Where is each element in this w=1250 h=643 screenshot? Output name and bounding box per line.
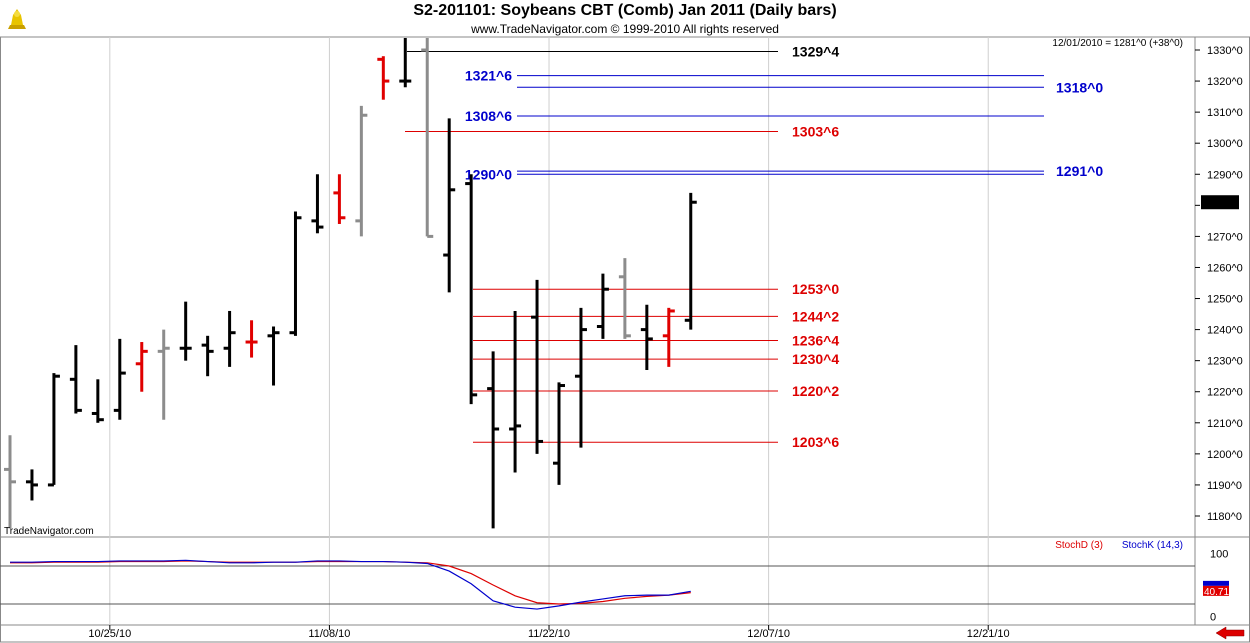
level-label: 1253^0 bbox=[792, 281, 839, 297]
price-tick-label: 1190^0 bbox=[1207, 480, 1242, 492]
level-lines: 1329^4 1321^6 1318^0 1308^6 1303^6 1291^0 1290… bbox=[405, 44, 1103, 450]
price-tick-label: 1300^0 bbox=[1207, 138, 1243, 150]
price-tick-label: 1330^0 bbox=[1207, 45, 1243, 57]
price-tick-label: 1290^0 bbox=[1207, 169, 1243, 181]
level-label: 1329^4 bbox=[792, 44, 839, 60]
stoch-readout-k-box bbox=[1203, 580, 1229, 586]
ohlc-bar[interactable] bbox=[157, 329, 170, 420]
stochk-legend: StochK (14,3) bbox=[1122, 540, 1183, 551]
stochd-legend: StochD (3) bbox=[1055, 540, 1103, 551]
stochd-line bbox=[10, 560, 691, 605]
level-label: 1236^4 bbox=[792, 332, 839, 348]
date-tick-label: 11/22/10 bbox=[528, 628, 570, 640]
price-tick-label: 1220^0 bbox=[1207, 387, 1243, 399]
ohlc-bar[interactable] bbox=[267, 326, 280, 386]
level-label: 1220^2 bbox=[792, 383, 839, 399]
stochk-line bbox=[10, 559, 691, 610]
date-tick-label: 12/21/10 bbox=[967, 628, 1010, 640]
price-tick-label: 1200^0 bbox=[1207, 449, 1243, 461]
ohlc-bar[interactable] bbox=[487, 351, 500, 529]
ohlc-bar[interactable] bbox=[596, 273, 609, 339]
level-label: 1230^4 bbox=[792, 351, 839, 367]
date-axis: 10/25/10 11/08/10 11/22/10 12/07/10 12/21/10 bbox=[88, 625, 1010, 640]
level-label: 1308^6 bbox=[465, 108, 512, 124]
level-label: 1303^6 bbox=[792, 124, 839, 140]
ohlc-bar[interactable] bbox=[245, 320, 258, 358]
ohlc-bar[interactable] bbox=[135, 342, 148, 392]
stoch-tick-label: 0 bbox=[1210, 612, 1216, 624]
price-tick-label: 1270^0 bbox=[1207, 231, 1243, 243]
ohlc-bar[interactable] bbox=[4, 435, 16, 529]
ohlc-bar[interactable] bbox=[618, 258, 631, 339]
date-tick-label: 12/07/10 bbox=[747, 628, 790, 640]
ohlc-bar[interactable] bbox=[640, 304, 653, 370]
ohlc-bar[interactable] bbox=[91, 379, 104, 423]
ohlc-bar[interactable] bbox=[399, 38, 412, 88]
chart-subtitle: www.TradeNavigator.com © 1999-2010 All r… bbox=[471, 22, 779, 36]
ohlc-bar[interactable] bbox=[553, 382, 565, 485]
date-tick-label: 11/08/10 bbox=[308, 628, 350, 640]
price-tick-label: 1250^0 bbox=[1207, 294, 1243, 306]
date-tick-label: 10/25/10 bbox=[88, 628, 131, 640]
ohlc-bar[interactable] bbox=[421, 38, 434, 238]
ohlc-bar[interactable] bbox=[201, 335, 214, 377]
price-tick-label: 1310^0 bbox=[1207, 107, 1243, 119]
ohlc-bar[interactable] bbox=[509, 310, 522, 473]
ohlc-bar[interactable] bbox=[355, 105, 368, 237]
ohlc-bar[interactable] bbox=[377, 56, 390, 100]
level-label: 1244^2 bbox=[792, 308, 839, 324]
level-label: 1321^6 bbox=[465, 68, 512, 84]
price-bars[interactable] bbox=[4, 38, 697, 529]
ohlc-bar[interactable] bbox=[531, 279, 544, 454]
level-label: 1318^0 bbox=[1056, 79, 1103, 95]
watermark-text: TradeNavigator.com bbox=[4, 526, 94, 537]
last-price-label: 1281^0 bbox=[1203, 197, 1239, 209]
last-price-box bbox=[1201, 195, 1239, 210]
ohlc-bar[interactable] bbox=[223, 310, 236, 367]
level-label: 1291^0 bbox=[1056, 163, 1103, 179]
ohlc-bar[interactable] bbox=[662, 307, 675, 367]
ohlc-bar[interactable] bbox=[179, 301, 192, 361]
price-tick-label: 1320^0 bbox=[1207, 76, 1243, 88]
trade-navigator-logo bbox=[4, 3, 30, 40]
price-axis: 1180^0 1190^0 1200^0 1210^0 1220^0 1230^0 1240… bbox=[1195, 45, 1243, 523]
price-tick-label: 1230^0 bbox=[1207, 356, 1243, 368]
scroll-left-arrow-icon[interactable] bbox=[1213, 626, 1247, 641]
ohlc-bar[interactable] bbox=[574, 307, 587, 448]
level-label: 1290^0 bbox=[465, 166, 512, 182]
grid-lines bbox=[0, 37, 1195, 625]
ohlc-bar[interactable] bbox=[47, 373, 60, 487]
stoch-readout-label: 40.71 bbox=[1204, 587, 1229, 598]
price-tick-label: 1240^0 bbox=[1207, 325, 1243, 337]
price-tick-label: 1210^0 bbox=[1207, 418, 1243, 430]
ohlc-bar[interactable] bbox=[333, 174, 346, 224]
price-tick-label: 1180^0 bbox=[1207, 511, 1242, 523]
stochastic-panel: 100 0 40.71 bbox=[10, 548, 1229, 624]
ohlc-bar[interactable] bbox=[113, 338, 126, 420]
ohlc-bar[interactable] bbox=[289, 211, 302, 336]
outer-border bbox=[0, 36, 1250, 643]
ohlc-bar[interactable] bbox=[25, 469, 38, 501]
price-tick-label: 1260^0 bbox=[1207, 262, 1243, 274]
chart-frame bbox=[0, 36, 1250, 643]
ohlc-bar[interactable] bbox=[443, 118, 456, 293]
chart-title: S2-201101: Soybeans CBT (Comb) Jan 2011 … bbox=[413, 2, 837, 19]
ohlc-bar[interactable] bbox=[311, 174, 324, 234]
ohlc-bar[interactable] bbox=[69, 345, 82, 414]
last-readout: 12/01/2010 = 1281^0 (+38^0) bbox=[1052, 38, 1183, 49]
stoch-readout-box bbox=[1203, 585, 1229, 596]
level-label: 1203^6 bbox=[792, 434, 839, 450]
ohlc-bar[interactable] bbox=[465, 174, 478, 405]
stoch-tick-label: 100 bbox=[1210, 548, 1228, 560]
ohlc-bar[interactable] bbox=[684, 192, 697, 330]
